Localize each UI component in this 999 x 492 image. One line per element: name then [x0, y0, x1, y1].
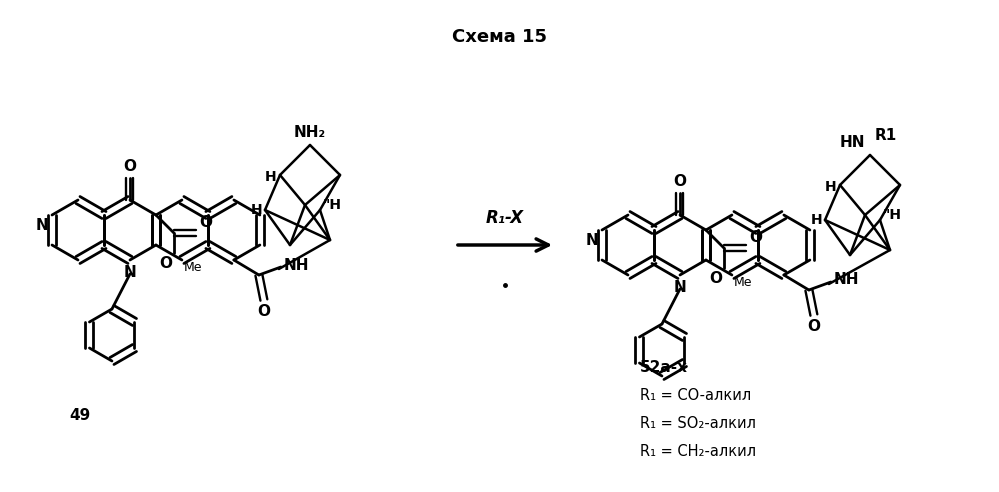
Text: NH: NH: [284, 257, 310, 273]
Text: O: O: [749, 230, 762, 245]
Text: R₁ = CO-алкил: R₁ = CO-алкил: [640, 388, 751, 403]
Text: N: N: [585, 233, 598, 248]
Text: R₁-X: R₁-X: [486, 209, 524, 227]
Text: R₁ = CH₂-алкил: R₁ = CH₂-алкил: [640, 444, 756, 459]
Text: O: O: [673, 174, 686, 189]
Text: O: O: [709, 271, 722, 286]
Text: O: O: [258, 304, 271, 319]
Text: Me: Me: [184, 261, 203, 274]
Text: N: N: [35, 218, 48, 233]
Text: N: N: [124, 265, 136, 280]
Text: 49: 49: [69, 407, 91, 423]
Text: H: H: [810, 213, 822, 227]
Text: H: H: [265, 170, 276, 184]
Text: R1: R1: [875, 128, 897, 143]
Text: O: O: [159, 256, 172, 271]
Text: Me: Me: [734, 276, 752, 289]
Text: Схема 15: Схема 15: [452, 28, 546, 46]
Text: H: H: [824, 180, 836, 194]
Text: H: H: [251, 203, 262, 217]
Text: NH₂: NH₂: [294, 125, 326, 140]
Text: N: N: [673, 280, 686, 295]
Text: O: O: [807, 319, 820, 334]
Text: R₁ = SO₂-алкил: R₁ = SO₂-алкил: [640, 416, 756, 431]
Text: 52a-x: 52a-x: [640, 360, 688, 375]
Text: O: O: [124, 159, 137, 174]
Text: "H: "H: [323, 198, 342, 212]
Text: O: O: [199, 215, 212, 230]
Text: "H: "H: [883, 208, 902, 222]
Text: HN: HN: [839, 135, 865, 150]
Text: NH: NH: [834, 273, 859, 287]
